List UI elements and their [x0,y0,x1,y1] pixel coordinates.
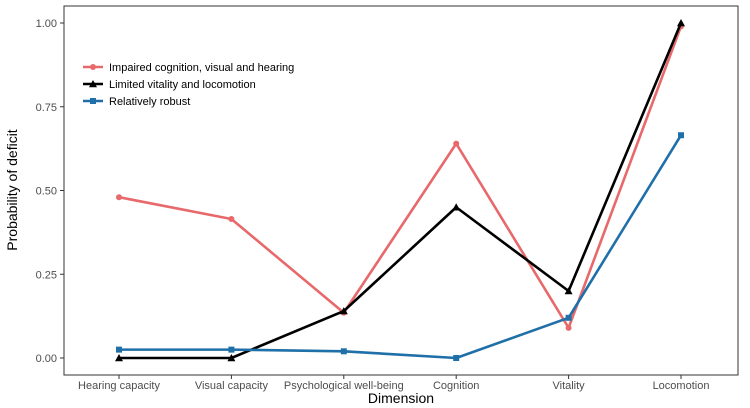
data-point [339,307,348,315]
data-point [115,354,123,362]
legend-item: Relatively robust [83,96,190,108]
y-tick-label: 0.50 [36,186,57,198]
x-axis: Hearing capacity Visual capacity Psycholog… [78,375,709,392]
data-point [453,140,460,147]
data-point [565,324,572,331]
y-tick-label: 0.75 [36,102,57,114]
data-point [228,346,235,353]
data-point [90,64,96,70]
y-tick-label: 0.00 [36,353,57,365]
legend-label: Limited vitality and locomotion [109,79,256,91]
legend: Impaired cognition, visual and hearing Li… [83,62,294,108]
data-point [678,132,684,139]
x-tick-label: Locomotion [653,380,710,392]
y-axis-title: Probability of deficit [4,129,20,251]
legend-item: Limited vitality and locomotion [83,79,256,91]
data-point [116,194,122,201]
data-point [227,354,236,362]
x-axis-title: Dimension [368,390,434,406]
x-tick-label: Cognition [433,380,479,392]
data-point [677,19,685,27]
series-layer [115,19,685,362]
data-point [228,215,235,222]
legend-item: Impaired cognition, visual and hearing [83,62,294,74]
y-tick-label: 1.00 [36,18,57,30]
x-tick-label: Hearing capacity [78,380,160,392]
series [115,19,685,362]
x-tick-label: Vitality [552,380,585,392]
y-tick-label: 0.25 [36,269,57,281]
x-tick-label: Visual capacity [195,380,269,392]
legend-label: Relatively robust [109,96,190,108]
series-line [118,25,683,330]
data-point [340,348,347,355]
plot-panel [63,5,739,376]
data-point [452,203,461,211]
series [116,132,684,361]
data-point [564,287,573,295]
x-tick-label: Psychological well-being [284,380,404,392]
data-point [453,355,460,361]
series-line [119,22,683,360]
data-point [90,98,96,104]
series-line [119,134,683,360]
legend-label: Impaired cognition, visual and hearing [109,62,294,74]
y-axis: 0.00 0.25 0.50 0.75 1.00 [36,18,64,365]
data-point [116,346,122,353]
data-point [89,80,97,88]
data-point [565,314,572,321]
